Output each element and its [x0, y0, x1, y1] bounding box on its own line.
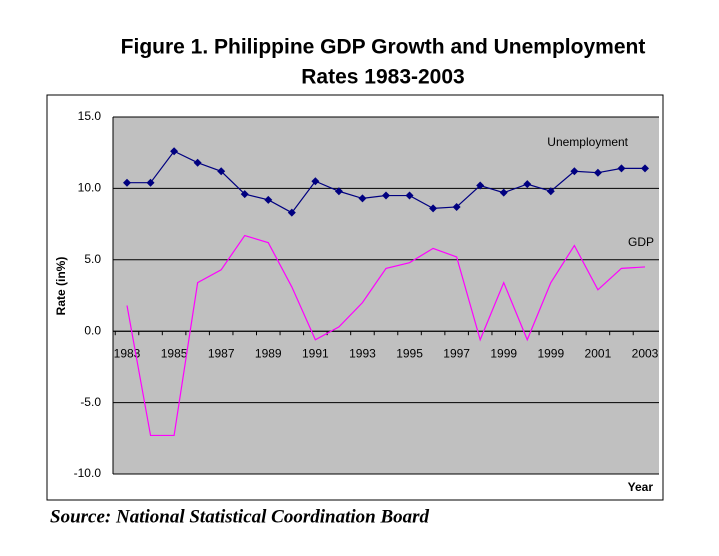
data-point	[193, 158, 202, 167]
series-label: GDP	[628, 235, 654, 249]
data-point	[311, 177, 320, 186]
x-tick-label: 1987	[208, 346, 235, 360]
x-axis-label: Year	[628, 480, 654, 494]
chart-title: Figure 1. Philippine GDP Growth and Unem…	[121, 36, 646, 59]
data-point	[523, 180, 532, 189]
y-tick-label: -10.0	[74, 466, 102, 480]
data-point	[264, 195, 273, 204]
data-point	[334, 187, 343, 196]
data-point	[570, 167, 579, 176]
y-axis-label: Rate (in%)	[54, 257, 68, 316]
y-tick-label: 10.0	[78, 181, 102, 195]
series-label: Unemployment	[547, 135, 628, 149]
x-tick-label: 2001	[585, 346, 612, 360]
data-point	[217, 167, 226, 176]
x-tick-label: 1985	[161, 346, 188, 360]
data-point	[146, 178, 155, 187]
data-point	[405, 191, 414, 200]
data-point	[476, 181, 485, 190]
x-tick-label: 1999	[537, 346, 564, 360]
data-point	[546, 187, 555, 196]
data-point	[641, 164, 649, 173]
data-point	[123, 178, 131, 187]
x-tick-label: 1983	[114, 346, 141, 360]
y-tick-label: 5.0	[84, 252, 101, 266]
data-point	[240, 190, 249, 199]
data-point	[287, 208, 296, 217]
data-point	[499, 188, 508, 197]
x-tick-label: 1991	[302, 346, 329, 360]
x-tick-label: 2003	[632, 346, 659, 360]
x-tick-label: 1995	[396, 346, 423, 360]
data-point	[429, 204, 438, 213]
chart-title: Rates 1983-2003	[301, 66, 464, 89]
y-tick-label: 15.0	[78, 109, 102, 123]
x-tick-label: 1989	[255, 346, 282, 360]
data-point	[593, 168, 602, 177]
x-tick-label: 1999	[490, 346, 517, 360]
data-point	[358, 194, 367, 203]
source-note: Source: National Statistical Coordinatio…	[50, 506, 430, 527]
y-tick-label: 0.0	[84, 323, 101, 337]
data-point	[170, 147, 179, 156]
x-tick-label: 1993	[349, 346, 376, 360]
data-point	[382, 191, 390, 200]
x-tick-label: 1997	[443, 346, 470, 360]
series-line	[126, 234, 646, 437]
data-point	[617, 164, 626, 173]
y-tick-label: -5.0	[80, 395, 101, 409]
data-point	[452, 202, 461, 211]
